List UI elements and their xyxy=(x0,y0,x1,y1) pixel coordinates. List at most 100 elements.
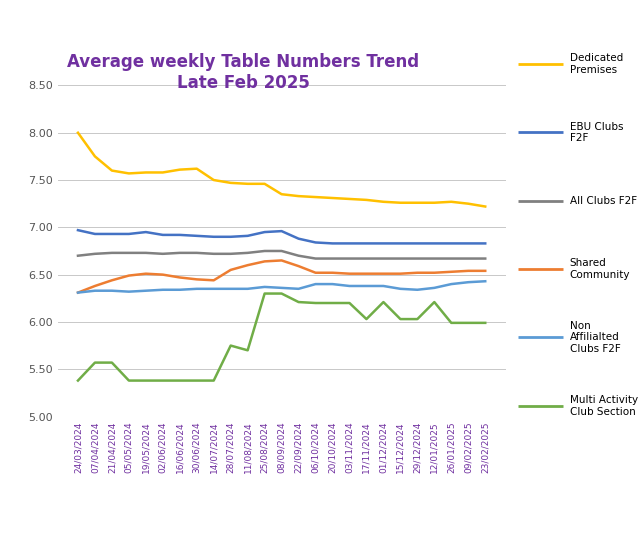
EBU Clubs
F2F xyxy=(74,227,82,233)
Non
Affilialted
Clubs F2F xyxy=(295,286,303,292)
Dedicated
Premises xyxy=(397,200,404,206)
Multi Activity
Club Section xyxy=(108,359,116,366)
Multi Activity
Club Section xyxy=(125,378,132,384)
Non
Affilialted
Clubs F2F xyxy=(108,287,116,294)
Non
Affilialted
Clubs F2F xyxy=(413,287,421,293)
Line: All Clubs F2F: All Clubs F2F xyxy=(78,251,485,258)
Multi Activity
Club Section xyxy=(363,316,371,323)
Dedicated
Premises xyxy=(142,169,150,176)
Shared
Community xyxy=(210,277,218,284)
Multi Activity
Club Section xyxy=(431,299,438,305)
Non
Affilialted
Clubs F2F xyxy=(278,285,285,291)
Shared
Community xyxy=(125,272,132,279)
EBU Clubs
F2F xyxy=(108,231,116,237)
Line: EBU Clubs
F2F: EBU Clubs F2F xyxy=(78,230,485,244)
Shared
Community xyxy=(346,271,353,277)
Shared
Community xyxy=(363,271,371,277)
Shared
Community xyxy=(329,270,337,276)
Multi Activity
Club Section xyxy=(447,320,455,326)
Non
Affilialted
Clubs F2F xyxy=(142,287,150,294)
EBU Clubs
F2F xyxy=(397,240,404,247)
Multi Activity
Club Section xyxy=(380,299,387,305)
Line: Shared
Community: Shared Community xyxy=(78,261,485,293)
Shared
Community xyxy=(447,269,455,275)
All Clubs F2F xyxy=(108,250,116,256)
Dedicated
Premises xyxy=(91,153,99,160)
Multi Activity
Club Section xyxy=(210,378,218,384)
Multi Activity
Club Section xyxy=(278,290,285,297)
Multi Activity
Club Section xyxy=(244,347,252,354)
Multi Activity
Club Section xyxy=(74,378,82,384)
All Clubs F2F xyxy=(329,255,337,262)
Shared
Community xyxy=(159,271,166,278)
Dedicated
Premises xyxy=(227,179,234,186)
Multi Activity
Club Section xyxy=(142,378,150,384)
Dedicated
Premises xyxy=(210,177,218,183)
Shared
Community xyxy=(431,270,438,276)
Dedicated
Premises xyxy=(74,130,82,136)
All Clubs F2F xyxy=(363,255,371,262)
All Clubs F2F xyxy=(447,255,455,262)
Shared
Community xyxy=(465,268,472,274)
Shared
Community xyxy=(74,289,82,296)
Non
Affilialted
Clubs F2F xyxy=(176,287,184,293)
All Clubs F2F xyxy=(176,250,184,256)
Shared
Community xyxy=(278,257,285,264)
All Clubs F2F xyxy=(481,255,489,262)
Multi Activity
Club Section xyxy=(312,300,319,306)
EBU Clubs
F2F xyxy=(380,240,387,247)
Shared
Community xyxy=(176,274,184,281)
Non
Affilialted
Clubs F2F xyxy=(447,281,455,287)
Multi Activity
Club Section xyxy=(159,378,166,384)
All Clubs F2F xyxy=(278,248,285,254)
EBU Clubs
F2F xyxy=(447,240,455,247)
Shared
Community xyxy=(481,268,489,274)
Text: Multi Activity
Club Section: Multi Activity Club Section xyxy=(570,395,637,417)
All Clubs F2F xyxy=(346,255,353,262)
Shared
Community xyxy=(380,271,387,277)
Dedicated
Premises xyxy=(159,169,166,176)
Text: Non
Affilialted
Clubs F2F: Non Affilialted Clubs F2F xyxy=(570,321,620,354)
Shared
Community xyxy=(227,266,234,273)
EBU Clubs
F2F xyxy=(159,232,166,238)
EBU Clubs
F2F xyxy=(142,229,150,235)
Non
Affilialted
Clubs F2F xyxy=(74,289,82,296)
All Clubs F2F xyxy=(193,250,200,256)
Dedicated
Premises xyxy=(176,167,184,173)
All Clubs F2F xyxy=(244,250,252,256)
Dedicated
Premises xyxy=(260,180,268,187)
Multi Activity
Club Section xyxy=(413,316,421,323)
Dedicated
Premises xyxy=(346,196,353,202)
Shared
Community xyxy=(260,258,268,264)
All Clubs F2F xyxy=(295,253,303,259)
Shared
Community xyxy=(193,276,200,282)
All Clubs F2F xyxy=(91,250,99,257)
Non
Affilialted
Clubs F2F xyxy=(227,286,234,292)
Dedicated
Premises xyxy=(465,200,472,207)
Non
Affilialted
Clubs F2F xyxy=(210,286,218,292)
Dedicated
Premises xyxy=(363,197,371,203)
Multi Activity
Club Section xyxy=(329,300,337,306)
Shared
Community xyxy=(142,271,150,277)
Text: All Clubs F2F: All Clubs F2F xyxy=(570,196,637,206)
Non
Affilialted
Clubs F2F xyxy=(481,278,489,285)
EBU Clubs
F2F xyxy=(413,240,421,247)
Non
Affilialted
Clubs F2F xyxy=(380,283,387,289)
Multi Activity
Club Section xyxy=(295,299,303,305)
EBU Clubs
F2F xyxy=(465,240,472,247)
Text: Dedicated
Premises: Dedicated Premises xyxy=(570,53,623,75)
All Clubs F2F xyxy=(142,250,150,256)
All Clubs F2F xyxy=(465,255,472,262)
Dedicated
Premises xyxy=(295,193,303,199)
Multi Activity
Club Section xyxy=(260,290,268,297)
Dedicated
Premises xyxy=(481,203,489,210)
EBU Clubs
F2F xyxy=(260,229,268,235)
Non
Affilialted
Clubs F2F xyxy=(465,279,472,285)
Dedicated
Premises xyxy=(125,170,132,177)
Text: Average weekly Table Numbers Trend
Late Feb 2025: Average weekly Table Numbers Trend Late … xyxy=(67,53,419,92)
EBU Clubs
F2F xyxy=(312,239,319,246)
All Clubs F2F xyxy=(74,253,82,259)
EBU Clubs
F2F xyxy=(91,231,99,237)
Non
Affilialted
Clubs F2F xyxy=(159,287,166,293)
EBU Clubs
F2F xyxy=(125,231,132,237)
